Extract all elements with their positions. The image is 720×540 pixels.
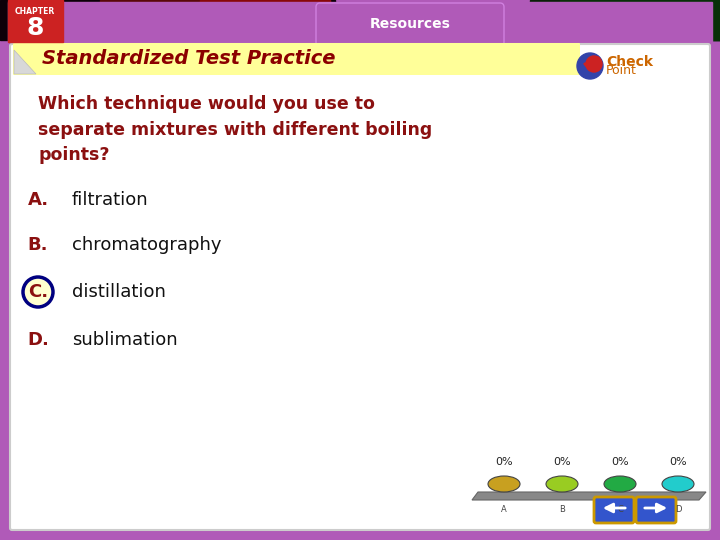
Text: Which technique would you use to
separate mixtures with different boiling
points: Which technique would you use to separat… xyxy=(38,95,432,164)
Ellipse shape xyxy=(604,476,636,492)
Bar xyxy=(590,0,720,40)
Text: filtration: filtration xyxy=(72,191,148,209)
Text: 0%: 0% xyxy=(495,457,513,467)
Text: 0%: 0% xyxy=(553,457,571,467)
Text: A.: A. xyxy=(27,191,48,209)
Text: CHAPTER: CHAPTER xyxy=(15,6,55,16)
Text: 0%: 0% xyxy=(669,457,687,467)
Bar xyxy=(8,0,63,42)
Text: distillation: distillation xyxy=(72,283,166,301)
Polygon shape xyxy=(472,492,706,500)
Text: Point: Point xyxy=(606,64,637,77)
Text: sublimation: sublimation xyxy=(72,331,178,349)
Ellipse shape xyxy=(488,476,520,492)
Text: D: D xyxy=(675,505,681,515)
FancyBboxPatch shape xyxy=(10,44,710,530)
Text: A: A xyxy=(501,505,507,515)
Bar xyxy=(530,0,720,40)
Bar xyxy=(0,0,335,40)
Text: B: B xyxy=(559,505,565,515)
Circle shape xyxy=(577,53,603,79)
Text: C: C xyxy=(617,505,623,515)
Text: Resources: Resources xyxy=(369,17,451,31)
FancyBboxPatch shape xyxy=(594,497,634,523)
Bar xyxy=(560,0,720,40)
Ellipse shape xyxy=(546,476,578,492)
Text: Standardized Test Practice: Standardized Test Practice xyxy=(42,50,336,69)
Text: C.: C. xyxy=(28,283,48,301)
Circle shape xyxy=(23,277,53,307)
Text: D.: D. xyxy=(27,331,49,349)
Text: 8: 8 xyxy=(27,16,44,40)
Text: B.: B. xyxy=(28,236,48,254)
Polygon shape xyxy=(14,50,36,74)
FancyBboxPatch shape xyxy=(316,3,504,46)
Bar xyxy=(200,0,330,40)
FancyBboxPatch shape xyxy=(13,43,580,75)
Text: Check: Check xyxy=(606,55,653,69)
Circle shape xyxy=(586,56,602,72)
Text: 0%: 0% xyxy=(611,457,629,467)
Ellipse shape xyxy=(662,476,694,492)
FancyBboxPatch shape xyxy=(636,497,676,523)
Bar xyxy=(100,0,330,40)
Text: chromatography: chromatography xyxy=(72,236,222,254)
